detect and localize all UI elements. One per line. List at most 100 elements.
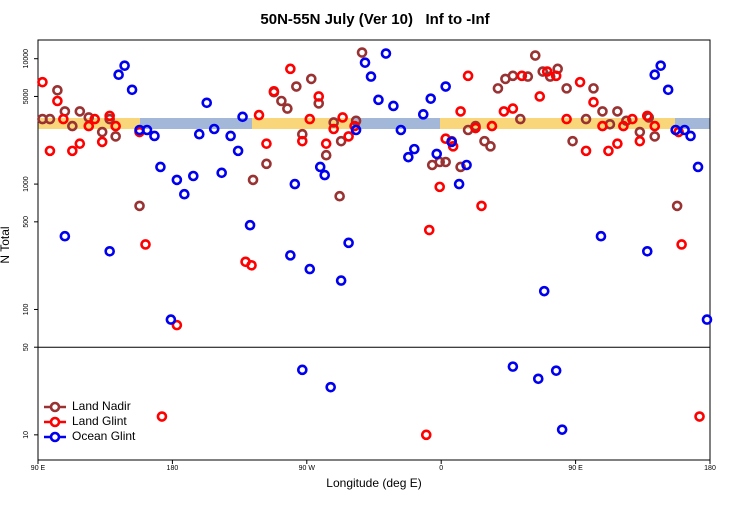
point xyxy=(588,96,599,108)
point xyxy=(529,50,541,61)
point xyxy=(649,120,661,132)
point xyxy=(440,81,451,92)
point xyxy=(320,149,332,161)
point xyxy=(244,219,256,231)
chart-title: 50N-55N July (Ver 10) Inf to -Inf xyxy=(260,11,490,28)
point xyxy=(96,126,108,138)
point xyxy=(388,100,399,112)
point xyxy=(580,113,592,125)
y-tick-label: 10000 xyxy=(23,49,30,69)
point xyxy=(462,70,474,82)
point xyxy=(567,135,578,147)
point xyxy=(507,70,519,82)
point xyxy=(343,131,354,142)
point xyxy=(649,131,661,142)
point xyxy=(403,151,414,163)
point xyxy=(325,381,336,393)
point xyxy=(171,319,183,331)
point xyxy=(515,113,526,125)
point xyxy=(126,84,138,96)
point xyxy=(485,141,496,152)
point xyxy=(522,71,534,82)
point xyxy=(247,174,259,186)
point xyxy=(434,181,446,193)
point xyxy=(67,120,78,132)
point xyxy=(461,159,472,171)
reference-band xyxy=(38,118,710,129)
point xyxy=(343,237,354,249)
point xyxy=(417,109,429,120)
point xyxy=(634,135,646,147)
point xyxy=(641,110,653,122)
point xyxy=(662,84,674,96)
point xyxy=(141,124,153,136)
point xyxy=(694,411,705,422)
point xyxy=(232,145,244,157)
point xyxy=(425,93,437,104)
point xyxy=(420,429,432,441)
point xyxy=(516,70,528,82)
point xyxy=(679,124,690,136)
point xyxy=(612,106,623,117)
point xyxy=(455,106,466,117)
band-yellow xyxy=(252,118,352,129)
point xyxy=(455,161,466,173)
point xyxy=(356,47,368,58)
point xyxy=(319,169,331,181)
point xyxy=(328,117,339,128)
point xyxy=(337,112,348,123)
point xyxy=(373,94,384,106)
point xyxy=(237,111,248,123)
point xyxy=(59,230,71,242)
point xyxy=(110,120,121,132)
band-yellow xyxy=(440,118,675,129)
point xyxy=(297,364,308,376)
point xyxy=(171,174,183,186)
point xyxy=(446,136,457,148)
point xyxy=(479,135,490,147)
point xyxy=(37,76,48,88)
legend-marker xyxy=(49,416,61,428)
point xyxy=(561,83,572,94)
point xyxy=(96,136,108,148)
point xyxy=(701,314,713,325)
point xyxy=(83,120,95,132)
point xyxy=(165,314,177,325)
point xyxy=(297,135,308,147)
point xyxy=(74,106,86,117)
point xyxy=(538,285,550,297)
legend-label: Land Glint xyxy=(72,414,127,428)
point xyxy=(52,95,63,107)
point xyxy=(476,200,487,212)
legend-marker xyxy=(49,431,61,443)
point xyxy=(655,60,667,71)
x-axis-label: Longitude (deg E) xyxy=(326,476,421,490)
point xyxy=(634,126,646,138)
point xyxy=(597,106,608,117)
point xyxy=(140,239,151,250)
x-tick-label: 90 E xyxy=(31,465,46,472)
point xyxy=(208,123,220,135)
y-tick-label: 10 xyxy=(23,431,30,439)
point xyxy=(305,73,317,85)
point xyxy=(588,83,599,94)
point xyxy=(453,178,465,190)
point xyxy=(179,188,190,200)
legend-label: Land Nadir xyxy=(72,399,131,413)
point xyxy=(110,131,121,142)
point xyxy=(649,69,661,81)
point xyxy=(561,113,572,125)
point xyxy=(291,81,302,92)
point xyxy=(492,83,504,94)
y-tick-label: 5000 xyxy=(23,89,30,105)
point xyxy=(188,170,199,182)
point xyxy=(52,84,63,96)
point xyxy=(550,70,562,82)
band-blue xyxy=(38,118,710,129)
point xyxy=(201,97,213,109)
point xyxy=(304,113,316,125)
point xyxy=(328,123,339,135)
point xyxy=(431,148,443,160)
